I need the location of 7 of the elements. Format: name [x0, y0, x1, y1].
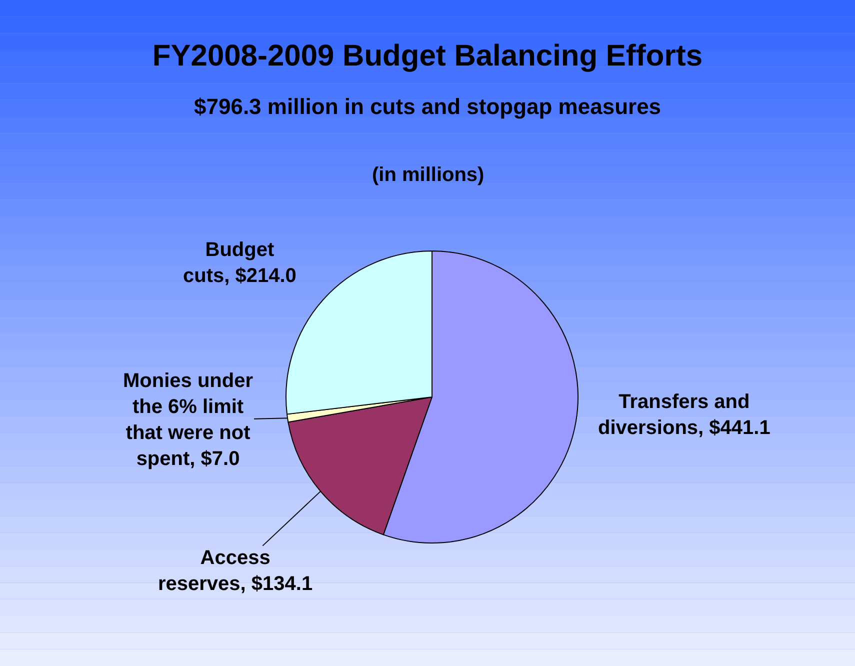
chart-title: FY2008-2009 Budget Balancing Efforts — [152, 40, 703, 72]
chart-subtitle: $796.3 million in cuts and stopgap measures — [194, 94, 662, 119]
slice-label: Budget cuts, $214.0 — [183, 239, 296, 287]
slice-label: Access reserves, $134.1 — [158, 547, 313, 595]
slice-label: Transfers and diversions, $441.1 — [598, 391, 770, 439]
slice-label: Monies under the 6% limit that were not spent, $7.0 — [123, 370, 254, 470]
text: (in millions) — [372, 164, 484, 186]
